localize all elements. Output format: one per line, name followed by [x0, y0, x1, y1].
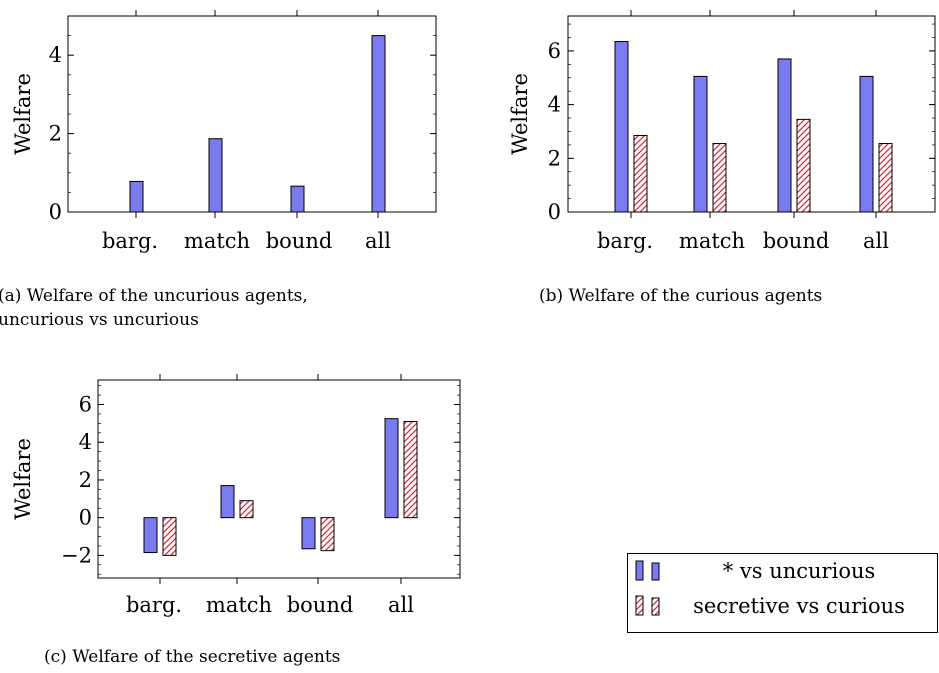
- bar-b-series2-all: [878, 143, 893, 213]
- bar-a-series1-all: [371, 35, 386, 213]
- x-category-label-c: match: [206, 593, 272, 617]
- legend-swatch-blue-1: [635, 560, 644, 581]
- bar-a-series1-barg: [129, 180, 144, 213]
- y-tick-label-a: 2: [49, 122, 62, 146]
- bar-b-series1-all: [859, 75, 874, 213]
- bar-c-series1-match: [220, 485, 235, 519]
- x-category-label-a: bound: [266, 229, 333, 253]
- x-category-label-b: bound: [763, 229, 830, 253]
- y-tick-label-b: 0: [548, 200, 561, 224]
- bar-c-series1-bound: [301, 517, 316, 550]
- bar-c-series1-all: [384, 418, 399, 519]
- bar-a-series1-bound: [290, 185, 305, 213]
- y-tick-label-b: 2: [548, 146, 561, 170]
- legend: * vs uncurious secretive vs curious: [627, 553, 938, 633]
- caption-a-line1: (a) Welfare of the uncurious agents,: [0, 286, 308, 306]
- axes-frame-b: [567, 15, 936, 213]
- y-tick-label-c: 2: [79, 468, 92, 492]
- caption-c: (c) Welfare of the secretive agents: [44, 647, 341, 667]
- bar-b-series2-match: [712, 143, 727, 213]
- y-tick-label-b: 4: [548, 93, 561, 117]
- y-axis-label-b: Welfare: [508, 73, 532, 155]
- x-category-label-c: barg.: [126, 593, 182, 617]
- bar-c-series2-match: [239, 500, 254, 519]
- x-category-label-c: all: [388, 593, 414, 617]
- caption-b: (b) Welfare of the curious agents: [539, 286, 823, 306]
- legend-swatch-red-2: [651, 597, 660, 616]
- bar-b-series2-bound: [796, 118, 811, 213]
- y-tick-label-c: 6: [79, 393, 92, 417]
- bar-c-series2-all: [403, 420, 418, 519]
- legend-entry-2: secretive vs curious: [693, 594, 905, 618]
- axes-frame-c: [97, 379, 461, 579]
- legend-swatch-blue-2: [651, 562, 660, 581]
- bar-b-series1-match: [693, 75, 708, 213]
- y-tick-label-c: 4: [79, 430, 92, 454]
- y-tick-label-a: 4: [49, 43, 62, 67]
- bar-a-series1-match: [208, 138, 223, 213]
- bar-c-series1-barg: [143, 517, 158, 554]
- y-axis-label-c: Welfare: [11, 438, 35, 520]
- x-category-label-c: bound: [287, 593, 354, 617]
- bar-b-series1-bound: [777, 58, 792, 213]
- x-category-label-b: barg.: [597, 229, 653, 253]
- x-category-label-b: match: [679, 229, 745, 253]
- bar-b-series2-barg: [633, 134, 648, 213]
- legend-frame: [627, 553, 938, 633]
- x-category-label-a: barg.: [102, 229, 158, 253]
- y-tick-label-c: 0: [79, 506, 92, 530]
- y-tick-label-c: −2: [61, 543, 92, 567]
- y-axis-label-a: Welfare: [11, 73, 35, 155]
- x-category-label-a: all: [365, 229, 391, 253]
- bar-c-series2-bound: [320, 517, 335, 552]
- x-category-label-b: all: [863, 229, 889, 253]
- legend-entry-1: * vs uncurious: [723, 559, 876, 583]
- bar-c-series2-barg: [162, 517, 177, 556]
- bar-b-series1-barg: [614, 41, 629, 213]
- legend-swatch-red-1: [635, 595, 644, 616]
- caption-a: (a) Welfare of the uncurious agents, unc…: [0, 284, 418, 332]
- caption-a-line2: uncurious vs uncurious: [0, 310, 199, 330]
- x-category-label-a: match: [184, 229, 250, 253]
- y-tick-label-b: 6: [548, 39, 561, 63]
- y-tick-label-a: 0: [49, 200, 62, 224]
